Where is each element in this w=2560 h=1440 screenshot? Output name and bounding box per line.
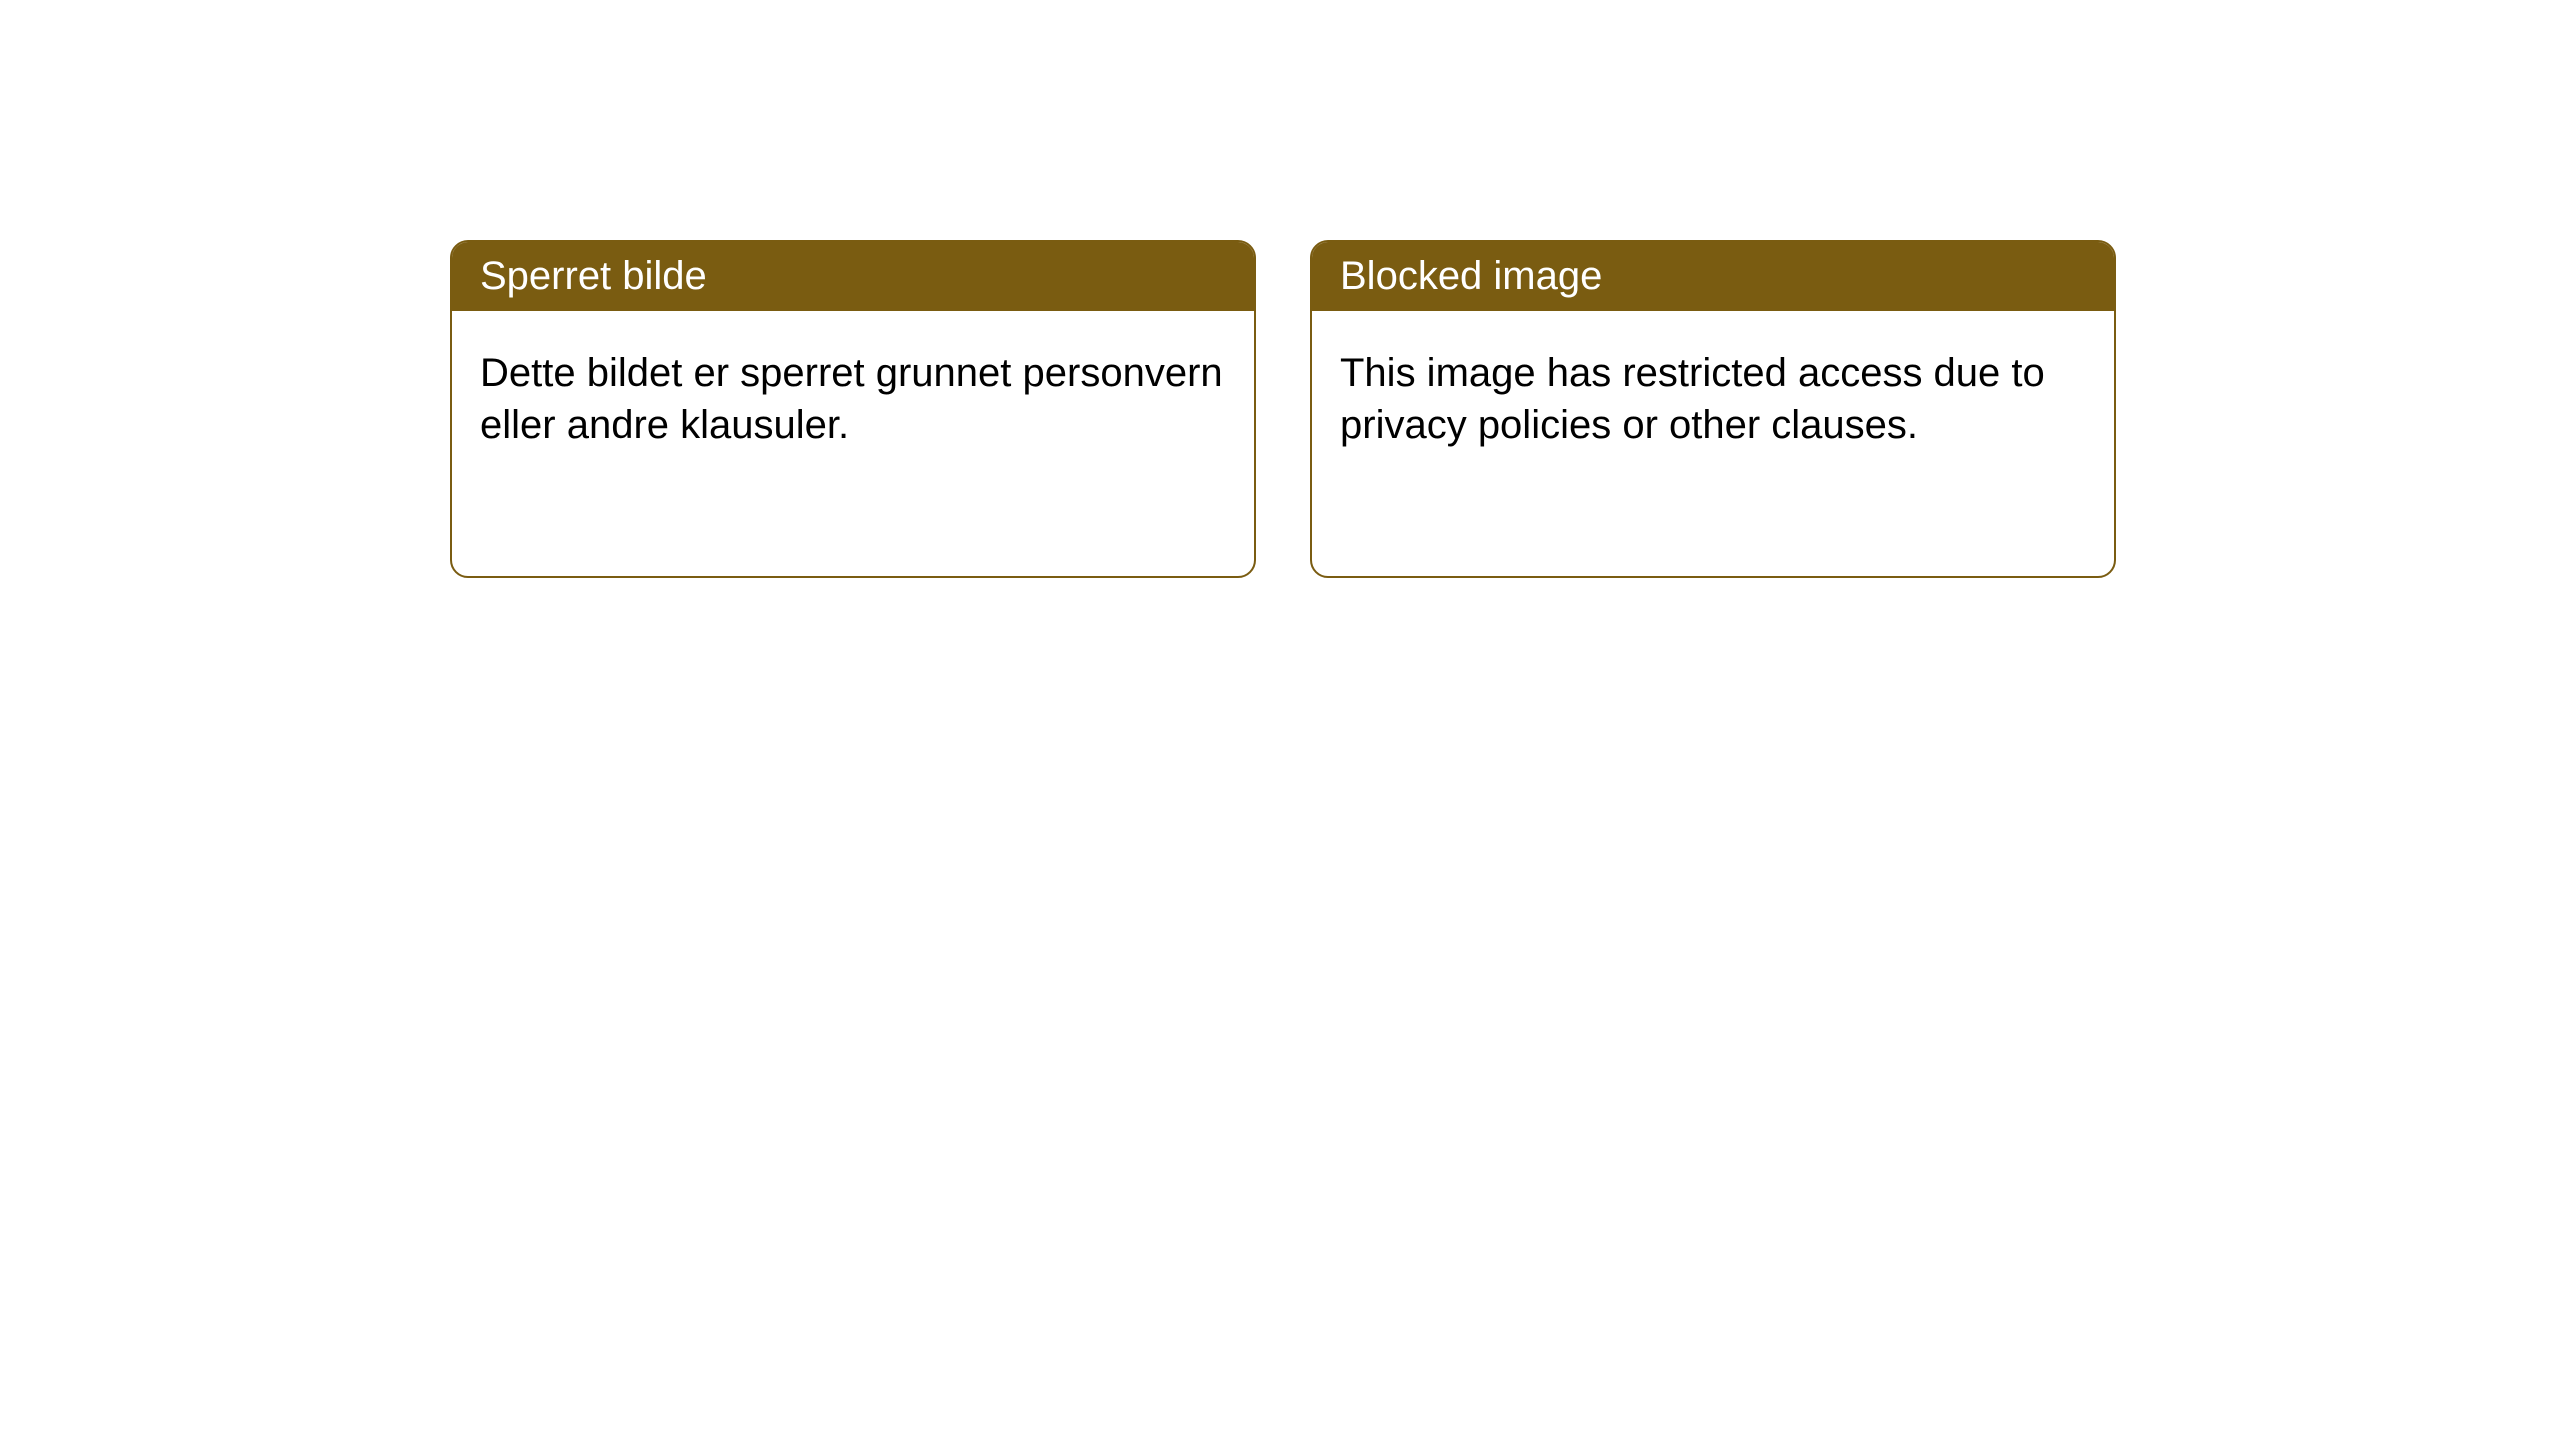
card-header-text: Sperret bilde [480,254,707,298]
blocked-image-card-en: Blocked image This image has restricted … [1310,240,2116,578]
card-body-text: Dette bildet er sperret grunnet personve… [480,351,1223,447]
blocked-image-card-no: Sperret bilde Dette bildet er sperret gr… [450,240,1256,578]
card-header-no: Sperret bilde [452,242,1254,311]
card-body-no: Dette bildet er sperret grunnet personve… [452,311,1254,487]
card-body-en: This image has restricted access due to … [1312,311,2114,487]
card-header-text: Blocked image [1340,254,1602,298]
card-body-text: This image has restricted access due to … [1340,351,2045,447]
notice-container: Sperret bilde Dette bildet er sperret gr… [0,0,2560,578]
card-header-en: Blocked image [1312,242,2114,311]
